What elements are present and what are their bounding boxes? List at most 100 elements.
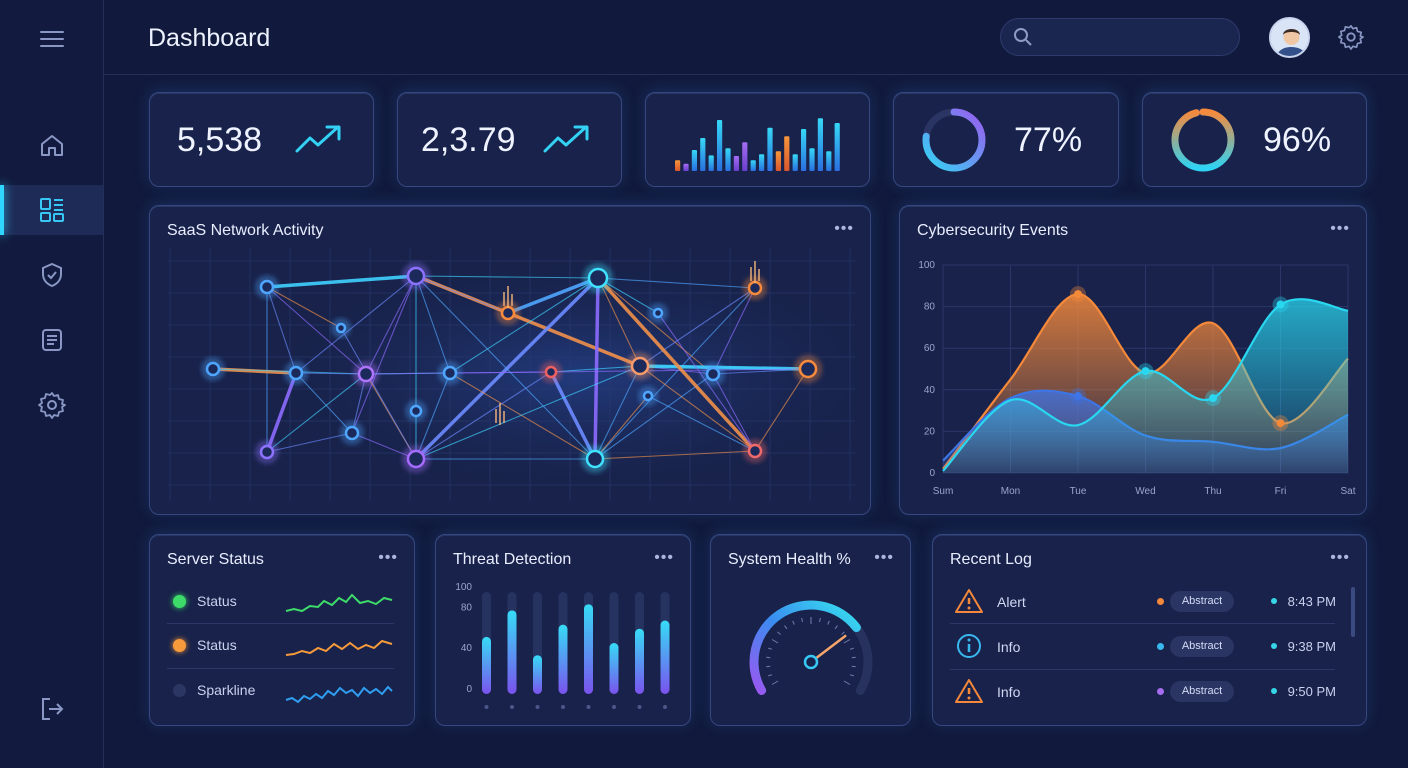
card-title: Recent Log — [950, 551, 1032, 568]
sidebar-item-settings[interactable] — [0, 380, 103, 430]
network-node — [747, 280, 763, 296]
network-edge — [415, 275, 596, 460]
stat-card-2[interactable]: 2,3.79 — [397, 92, 622, 187]
bar — [609, 643, 619, 694]
network-edge — [597, 277, 641, 367]
data-point — [1074, 392, 1082, 401]
network-edge — [594, 287, 756, 460]
x-tick-label: Mon — [1001, 486, 1020, 497]
bar — [635, 628, 644, 694]
home-icon — [40, 135, 63, 156]
search-box[interactable] — [1000, 18, 1240, 56]
network-node — [205, 361, 221, 377]
sidebar-item-security[interactable] — [0, 250, 103, 300]
sidebar — [0, 0, 104, 768]
network-edge — [647, 395, 756, 452]
data-point — [1209, 394, 1217, 403]
x-tick-label: Wed — [1135, 486, 1155, 497]
stat-value: 77% — [1014, 121, 1083, 159]
divider — [950, 623, 1335, 624]
network-edge — [415, 365, 641, 460]
network-edge — [596, 276, 757, 453]
search-input[interactable] — [1041, 29, 1231, 45]
gauge-tick — [768, 647, 773, 650]
network-edge — [549, 371, 597, 460]
network-edge — [415, 275, 509, 314]
donut-arc — [922, 108, 986, 172]
network-edge — [266, 432, 353, 453]
signal-spike — [495, 403, 505, 425]
system-health-card: System Health % ••• — [710, 534, 911, 726]
events-area-chart: 0 20 40 60 80 100 Sum Mon Tue Wed Thu Fri Sat — [918, 260, 1355, 497]
network-node — [747, 443, 763, 459]
network-edge — [754, 368, 809, 452]
more-options-icon[interactable]: ••• — [874, 549, 894, 566]
more-options-icon[interactable]: ••• — [1330, 220, 1350, 237]
gauge-tick — [843, 639, 851, 644]
menu-button[interactable] — [0, 14, 103, 64]
x-tick-label: Sum — [933, 486, 954, 497]
bar-dot — [535, 705, 540, 709]
mini-bar — [759, 154, 765, 171]
gauge-tick — [849, 647, 854, 650]
network-node — [406, 449, 426, 469]
bar — [507, 610, 517, 694]
log-bullet — [1157, 688, 1164, 695]
y-tick-label: 0 — [929, 468, 935, 479]
card-title: System Health % — [728, 551, 851, 568]
bar-dot — [637, 705, 642, 709]
network-edge — [597, 277, 714, 375]
logout-button[interactable] — [0, 684, 103, 734]
network-edge — [639, 365, 756, 452]
server-status-row[interactable]: Sparkline — [167, 670, 394, 714]
stat-card-5[interactable]: 96% — [1142, 92, 1367, 187]
gauge-tick — [843, 680, 851, 685]
stat-card-4[interactable]: 77% — [893, 92, 1119, 187]
more-options-icon[interactable]: ••• — [654, 549, 674, 566]
stat-card-3[interactable] — [645, 92, 870, 187]
divider — [167, 668, 394, 669]
threat-detection-card: Threat Detection ••• 0 40 80 100 — [435, 534, 691, 726]
series-area — [943, 299, 1348, 473]
network-edge — [449, 277, 599, 374]
network-node — [357, 365, 375, 383]
network-edge — [295, 372, 353, 434]
dashboard-icon — [39, 198, 64, 222]
status-dot — [173, 639, 186, 652]
cybersecurity-events-card: Cybersecurity Events ••• 0 20 40 60 80 100 Sum… — [899, 205, 1367, 515]
bar — [584, 604, 593, 694]
gauge-tick — [768, 674, 773, 677]
scrollbar[interactable] — [1351, 587, 1355, 637]
sidebar-item-dashboard[interactable] — [0, 185, 103, 235]
network-node — [406, 266, 426, 286]
log-row[interactable]: Info Abstract 9:50 PM — [950, 671, 1336, 716]
status-label: Status — [197, 637, 237, 653]
gauge-tick — [834, 625, 838, 630]
network-edge — [507, 276, 599, 315]
server-status-row[interactable]: Status — [167, 581, 394, 625]
stat-card-1[interactable]: 5,538 — [149, 92, 374, 187]
card-title: Server Status — [167, 551, 264, 568]
settings-icon[interactable] — [1338, 24, 1364, 50]
sidebar-item-documents[interactable] — [0, 315, 103, 365]
network-edge — [351, 275, 417, 434]
log-row[interactable]: Info Abstract 9:38 PM — [950, 626, 1336, 671]
document-icon — [41, 329, 62, 351]
signal-spike — [503, 286, 513, 308]
bar-dot — [510, 705, 514, 709]
network-edge — [415, 372, 451, 460]
log-row[interactable]: Alert Abstract 8:43 PM — [950, 581, 1336, 626]
more-options-icon[interactable]: ••• — [378, 549, 398, 566]
more-options-icon[interactable]: ••• — [834, 220, 854, 237]
mini-bar — [742, 142, 748, 171]
server-status-row[interactable]: Status — [167, 625, 394, 669]
log-time: 9:50 PM — [1287, 684, 1336, 699]
network-node — [642, 390, 654, 402]
log-label: Info — [997, 684, 1021, 700]
network-edge — [594, 373, 714, 460]
log-tag: Abstract — [1170, 681, 1234, 702]
trend-up-icon — [543, 125, 589, 153]
avatar[interactable] — [1269, 17, 1310, 58]
more-options-icon[interactable]: ••• — [1330, 549, 1350, 566]
sidebar-item-home[interactable] — [0, 120, 103, 170]
